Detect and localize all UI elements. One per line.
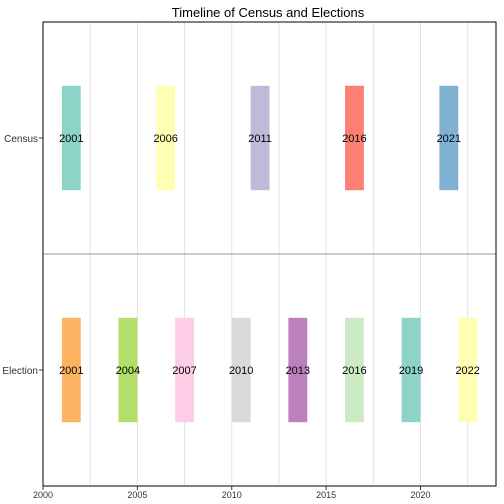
event-label-census-2011: 2011	[248, 133, 272, 145]
event-bar-election-2013	[288, 317, 308, 423]
event-bar-election-2016	[345, 317, 364, 423]
x-tick-label-2000: 2000	[33, 490, 53, 500]
event-bar-election-2004	[118, 317, 138, 423]
row-label-election: Election	[2, 366, 38, 377]
event-label-election-2001: 2001	[59, 365, 83, 377]
plot-border	[42, 21, 497, 487]
event-label-election-2019: 2019	[399, 365, 423, 377]
event-label-census-2006: 2006	[153, 133, 177, 145]
event-bar-census-2021	[439, 85, 459, 191]
event-label-census-2016: 2016	[342, 133, 366, 145]
x-tick-label-2015: 2015	[316, 490, 336, 500]
event-bar-census-2006	[156, 85, 176, 191]
event-bar-election-2007	[175, 317, 194, 423]
event-label-election-2022: 2022	[455, 365, 479, 377]
event-bar-census-2011	[250, 85, 270, 191]
event-label-census-2021: 2021	[437, 133, 461, 145]
event-bar-election-2022	[458, 317, 478, 423]
event-label-election-2007: 2007	[172, 365, 196, 377]
event-label-election-2013: 2013	[286, 365, 310, 377]
event-label-election-2004: 2004	[116, 365, 140, 377]
x-tick-label-2020: 2020	[410, 490, 430, 500]
plot-area: Census 2001 2006 2011 2016 2021 Election 2001 20…	[2, 21, 497, 500]
event-bar-census-2001	[61, 85, 81, 191]
chart-title: Timeline of Census and Elections	[172, 5, 365, 20]
x-tick-label-2005: 2005	[127, 490, 147, 500]
event-bar-election-2019	[401, 317, 421, 423]
event-label-election-2010: 2010	[229, 365, 253, 377]
event-label-census-2001: 2001	[59, 133, 83, 145]
event-bar-census-2016	[345, 85, 364, 191]
event-bar-election-2001	[61, 317, 81, 423]
event-label-election-2016: 2016	[342, 365, 366, 377]
x-tick-label-2010: 2010	[222, 490, 242, 500]
row-label-census: Census	[4, 134, 38, 145]
event-bar-election-2010	[231, 317, 251, 423]
